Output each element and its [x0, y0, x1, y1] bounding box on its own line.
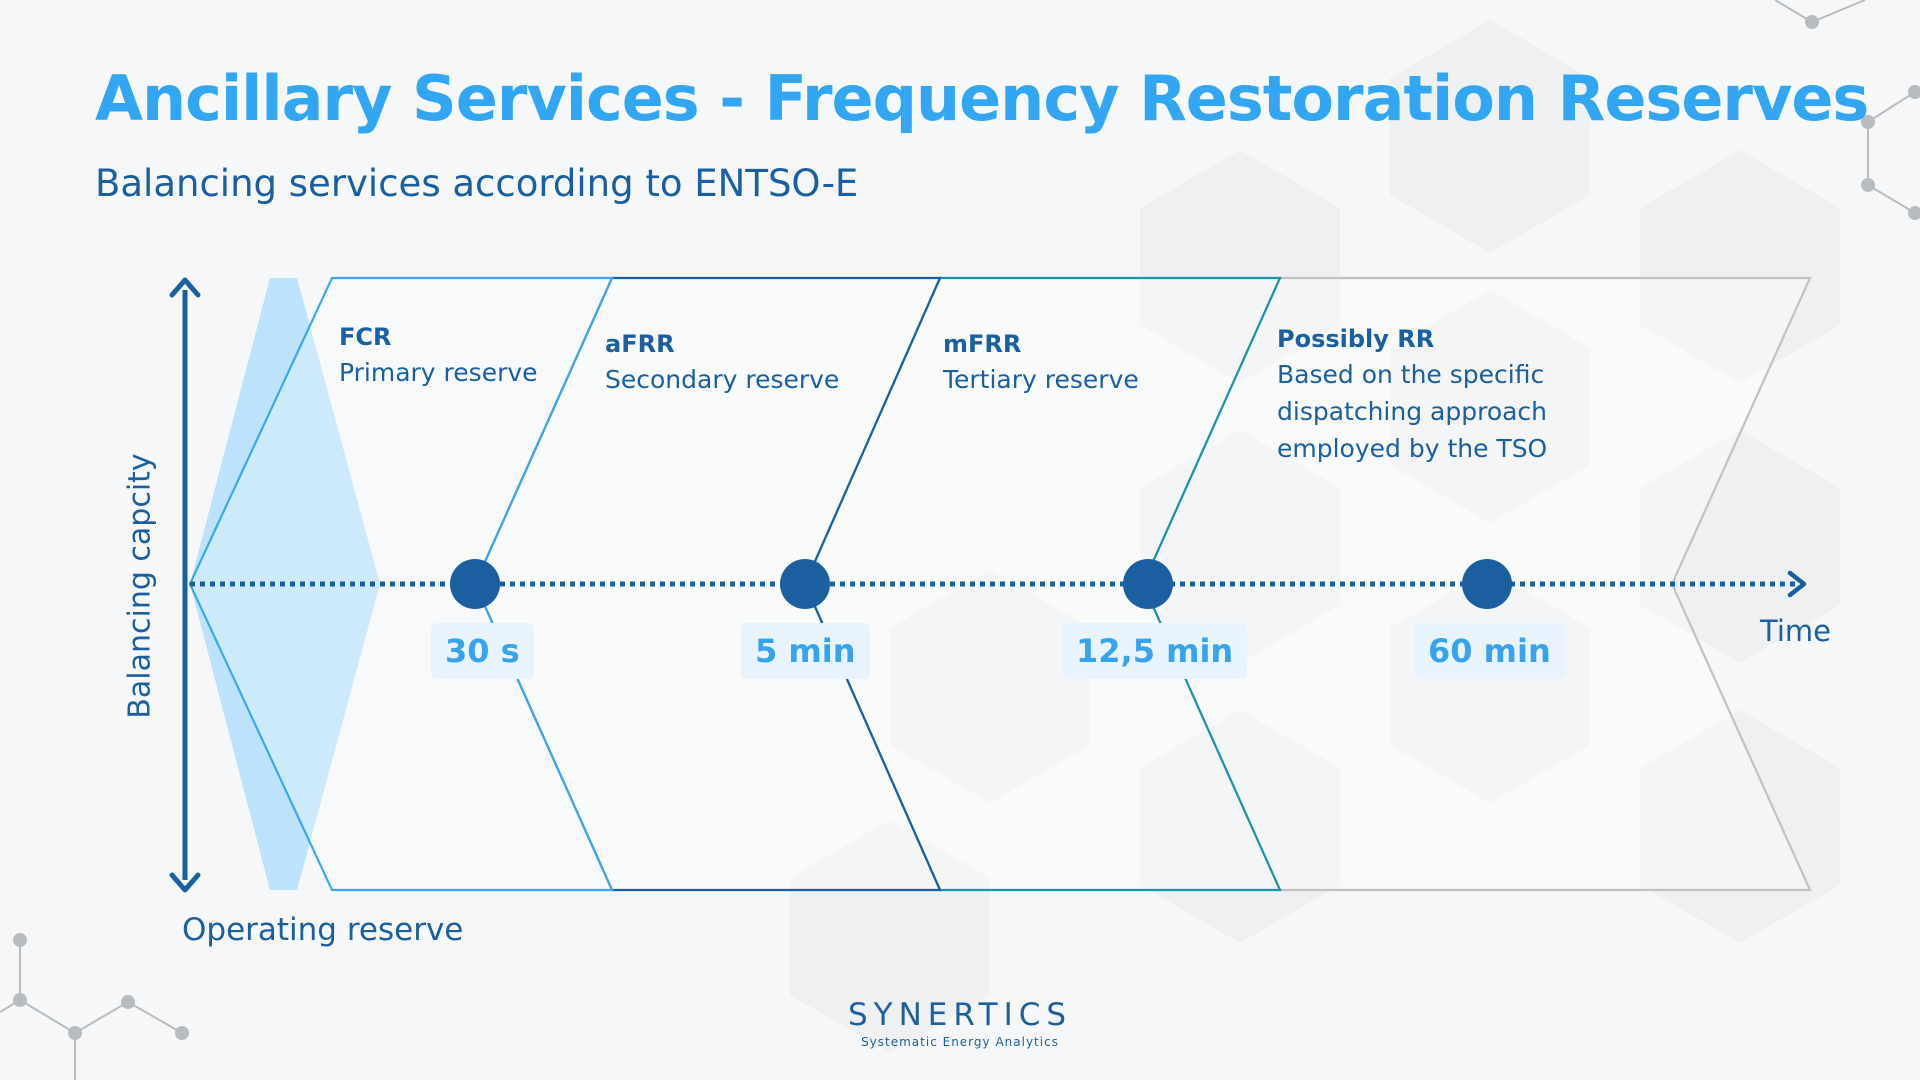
- phase-mfrr: mFRR Tertiary reserve: [943, 327, 1139, 398]
- milestone-dot-30s: [450, 559, 500, 609]
- phase-afrr-desc: Secondary reserve: [605, 365, 840, 394]
- milestone-label-5min: 5 min: [741, 623, 870, 679]
- phase-rr-desc-line-3: employed by the TSO: [1277, 434, 1548, 463]
- phase-mfrr-desc: Tertiary reserve: [943, 365, 1139, 394]
- phase-afrr: aFRR Secondary reserve: [605, 327, 839, 398]
- time-axis-label: Time: [1760, 614, 1831, 648]
- phase-rr-name: Possibly RR: [1277, 325, 1435, 353]
- phase-fcr-desc: Primary reserve: [339, 358, 538, 387]
- milestone-label-30s: 30 s: [431, 623, 534, 679]
- molecule-top-right: [1774, 0, 1920, 220]
- phase-fcr-name: FCR: [339, 323, 392, 351]
- phase-rr: Possibly RR Based on the specific dispat…: [1277, 322, 1547, 467]
- milestone-dot-60min: [1462, 559, 1512, 609]
- phase-rr-desc-line-2: dispatching approach: [1277, 397, 1548, 426]
- page-title: Ancillary Services - Frequency Restorati…: [95, 62, 1869, 135]
- origin-label: Operating reserve: [182, 912, 464, 948]
- y-axis-arrow-bottom: [169, 872, 201, 893]
- milestone-dot-12-5min: [1123, 559, 1173, 609]
- phase-fcr: FCR Primary reserve: [339, 320, 538, 391]
- bg-hexagon: [1390, 290, 1590, 523]
- time-axis-arrow: [1787, 570, 1807, 598]
- y-axis-label-text: Balancing capcity: [122, 453, 158, 719]
- bg-hexagon: [1140, 150, 1340, 383]
- milestone-dot-5min: [780, 559, 830, 609]
- bg-hexagon: [1140, 710, 1340, 943]
- logo-tagline: Systematic Energy Analytics: [861, 1035, 1059, 1049]
- bg-hexagon: [1640, 430, 1840, 663]
- bg-hexagon: [790, 820, 990, 1053]
- logo-brand: SYNERTICS: [847, 997, 1073, 1033]
- y-axis-arrow-top: [169, 277, 201, 298]
- bg-hexagon: [1640, 710, 1840, 943]
- molecule-bottom-left: [0, 933, 189, 1080]
- synertics-logo: SYNERTICS Systematic Energy Analytics: [760, 996, 1160, 1050]
- bg-hexagon: [890, 570, 1090, 803]
- bg-hexagon: [1140, 430, 1340, 663]
- milestone-label-12-5min: 12,5 min: [1062, 623, 1248, 679]
- bg-hexagon: [1390, 20, 1590, 253]
- phase-mfrr-name: mFRR: [943, 330, 1022, 358]
- phase-afrr-name: aFRR: [605, 330, 675, 358]
- page-subtitle: Balancing services according to ENTSO-E: [95, 162, 859, 205]
- phase-rr-desc-line-1: Based on the specific: [1277, 360, 1545, 389]
- milestone-label-60min: 60 min: [1414, 623, 1565, 679]
